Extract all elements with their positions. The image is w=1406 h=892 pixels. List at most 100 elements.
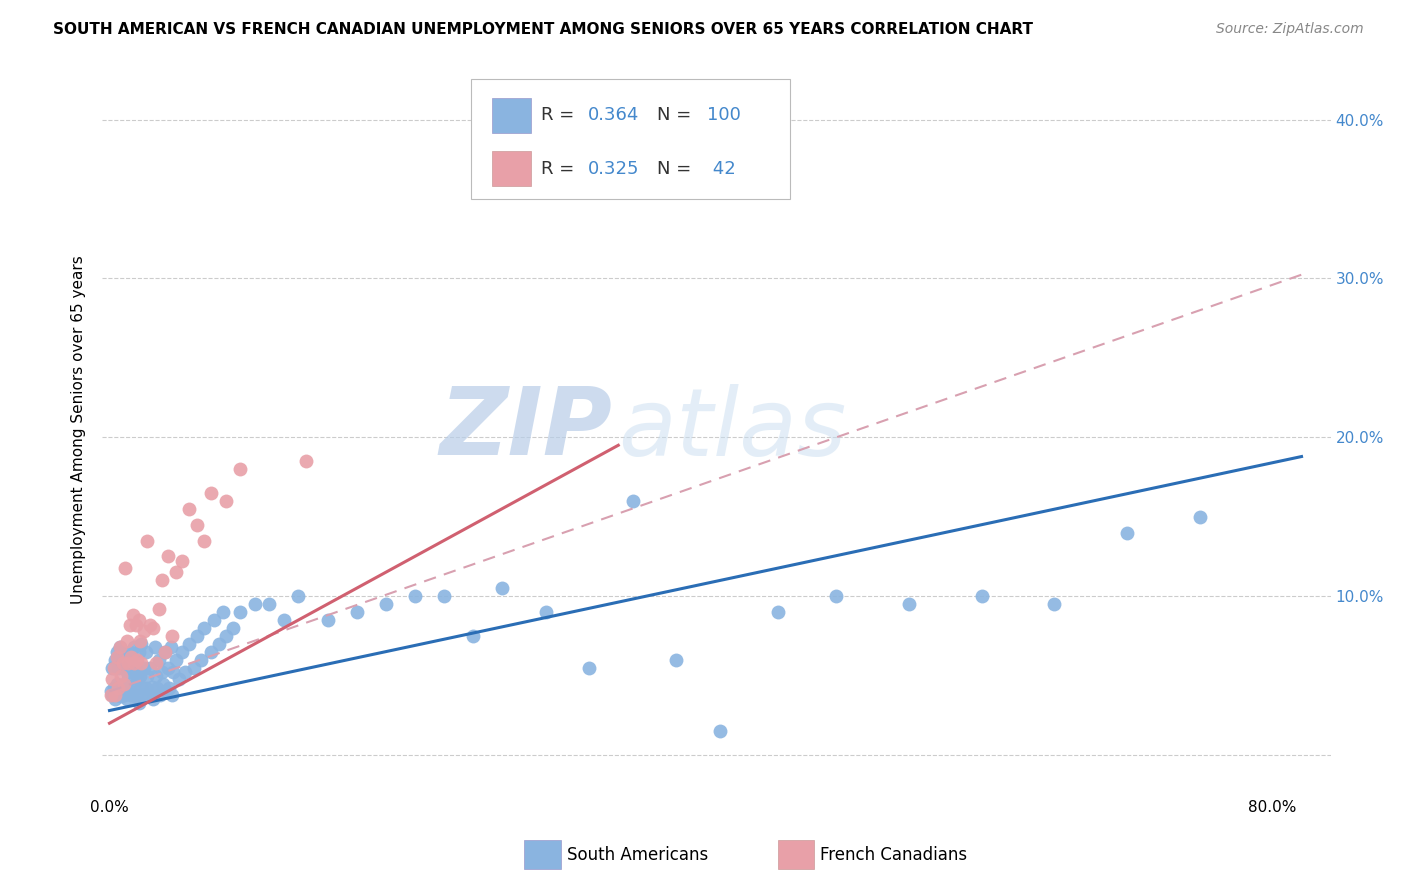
Point (190, 653, 212, 667)
Point (110, 668, 132, 682)
Point (131, 680, 153, 694)
Point (374, 597, 396, 611)
Point (461, 629, 484, 643)
Point (115, 665, 138, 680)
Point (128, 696, 150, 710)
Point (1116, 525, 1139, 540)
Point (193, 621, 215, 635)
Point (104, 653, 127, 667)
Point (132, 688, 155, 702)
Point (111, 648, 134, 662)
Point (114, 649, 136, 664)
Point (179, 637, 201, 651)
Point (124, 690, 146, 704)
Point (294, 454, 316, 468)
Point (159, 640, 181, 654)
Point (100, 684, 122, 698)
Point (578, 660, 600, 674)
Point (142, 621, 165, 635)
Text: 0.325: 0.325 (588, 160, 638, 178)
Point (825, 589, 848, 603)
Point (148, 653, 170, 667)
Point (186, 517, 208, 532)
Text: South Americans: South Americans (567, 846, 707, 863)
Point (259, 597, 281, 611)
Point (136, 668, 159, 682)
Point (153, 645, 176, 659)
Point (1043, 597, 1066, 611)
Point (155, 684, 177, 698)
Point (134, 624, 156, 639)
Point (111, 680, 134, 694)
Point (104, 688, 127, 702)
Point (146, 681, 169, 696)
Point (114, 676, 136, 690)
Point (108, 640, 131, 654)
Point (186, 629, 208, 643)
Point (135, 645, 157, 659)
Point (150, 574, 173, 588)
Point (134, 660, 156, 674)
Point (470, 136, 492, 151)
Point (200, 645, 222, 659)
Point (124, 617, 146, 632)
Y-axis label: Unemployment Among Seniors over 65 years: Unemployment Among Seniors over 65 years (72, 255, 86, 604)
Point (114, 560, 136, 574)
Point (112, 688, 135, 702)
Point (621, 493, 644, 508)
Text: SOUTH AMERICAN VS FRENCH CANADIAN UNEMPLOYMENT AMONG SENIORS OVER 65 YEARS CORRE: SOUTH AMERICAN VS FRENCH CANADIAN UNEMPL… (53, 22, 1033, 37)
Point (165, 566, 187, 580)
Point (202, 613, 225, 627)
Point (127, 672, 149, 686)
Point (128, 613, 150, 627)
Text: 42: 42 (707, 160, 735, 178)
Point (162, 665, 184, 680)
FancyBboxPatch shape (471, 78, 790, 199)
Point (145, 656, 167, 670)
Point (229, 462, 252, 476)
Point (160, 688, 183, 702)
Point (898, 597, 921, 611)
Point (139, 617, 162, 632)
Point (118, 684, 141, 698)
Point (433, 589, 456, 603)
Point (104, 692, 127, 706)
Point (108, 640, 131, 654)
Point (108, 681, 131, 696)
Point (103, 660, 125, 674)
Point (215, 493, 238, 508)
Point (243, 597, 266, 611)
Point (207, 637, 229, 651)
Point (143, 640, 166, 654)
Point (316, 613, 339, 627)
Point (105, 645, 128, 659)
Point (491, 581, 513, 595)
Point (200, 486, 222, 500)
Point (172, 645, 194, 659)
Point (179, 501, 201, 516)
Point (122, 665, 145, 680)
Text: ZIP: ZIP (439, 384, 612, 475)
Point (115, 633, 138, 648)
Point (122, 640, 145, 654)
Point (174, 665, 197, 680)
Point (107, 660, 129, 674)
Point (287, 589, 309, 603)
Point (111, 656, 134, 670)
Point (118, 645, 141, 659)
Point (120, 649, 142, 664)
Point (148, 602, 170, 616)
Text: Source: ZipAtlas.com: Source: ZipAtlas.com (1216, 22, 1364, 37)
Point (120, 656, 142, 670)
Point (665, 653, 688, 667)
Point (534, 605, 557, 619)
Point (105, 676, 128, 690)
Point (172, 554, 194, 568)
Text: 0.364: 0.364 (588, 106, 638, 124)
Point (112, 676, 135, 690)
Point (121, 608, 143, 623)
Point (128, 645, 150, 659)
Point (107, 681, 129, 696)
Point (118, 617, 141, 632)
Point (212, 605, 235, 619)
